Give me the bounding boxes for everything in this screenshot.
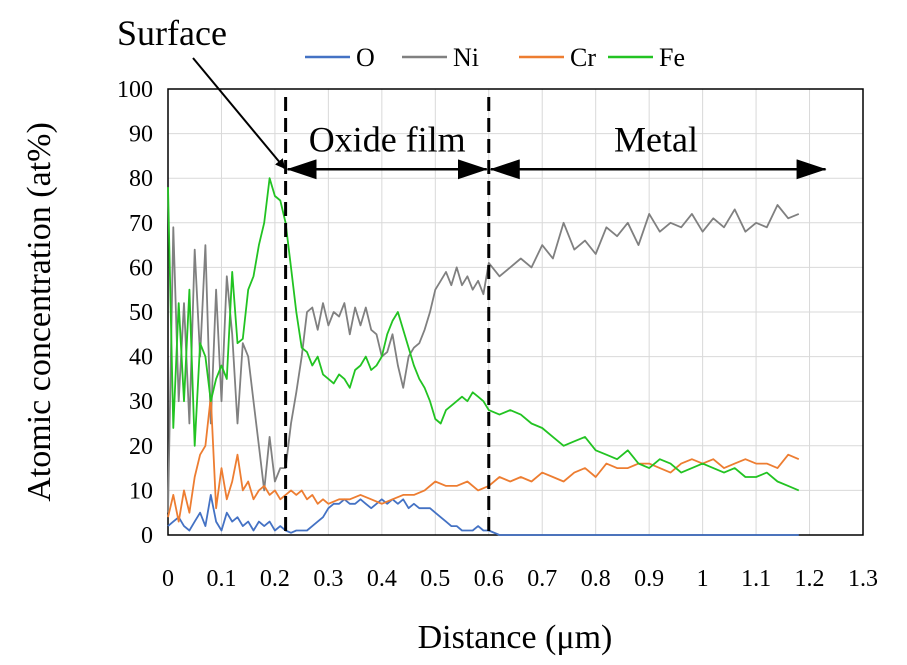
x-tick-label: 0.7 [527,566,557,592]
series-layer [167,177,800,536]
x-tick-label: 0.3 [313,566,343,592]
series-line-fe [167,177,800,492]
y-tick-label: 90 [129,122,153,148]
y-tick-label: 20 [129,434,153,460]
x-tick-label: 1.3 [848,566,878,592]
x-tick-label: 0.8 [581,566,611,592]
x-tick-label: 0.2 [260,566,290,592]
x-tick-label: 0.6 [474,566,504,592]
y-tick-label: 30 [129,389,153,415]
annotations: Oxide film Metal Surface [117,13,827,535]
x-tick-label: 1 [697,566,709,592]
surface-pointer-arrow [192,57,286,170]
x-tick-label: 0.9 [634,566,664,592]
y-tick-label: 70 [129,211,153,237]
x-tick-label: 1.1 [741,566,771,592]
y-tick-label: 0 [141,523,153,549]
x-tick-label: 1.2 [795,566,825,592]
x-tick-label: 0.5 [420,566,450,592]
series-line-ni [167,204,800,513]
legend-label-cr: Cr [570,43,596,72]
y-tick-label: 40 [129,345,153,371]
x-tick-label: 0.1 [206,566,236,592]
metal-label: Metal [614,119,698,159]
oxide-film-label: Oxide film [309,119,466,159]
y-tick-label: 60 [129,255,153,281]
y-tick-label: 80 [129,166,153,192]
y-axis-title: Atomic concentration (at%) [21,122,58,502]
x-tick-label: 0.4 [367,566,397,592]
series-line-cr [167,395,800,523]
x-tick-label: 0 [162,566,174,592]
legend: O Ni Cr Fe [305,43,685,72]
y-tick-label: 10 [129,478,153,504]
y-tick-label: 50 [129,300,153,326]
legend-label-o: O [356,43,375,72]
legend-label-ni: Ni [453,43,479,72]
tick-labels: 0 0.1 0.2 0.3 0.4 0.5 0.6 0.7 0.8 0.9 1 1.1 1.2 1.3 0 1… [117,77,878,592]
grid-lines [167,88,864,536]
legend-label-fe: Fe [659,43,685,72]
y-tick-label: 100 [117,77,153,103]
series-line-o [167,493,799,536]
x-axis-title: Distance (μm) [418,619,613,656]
surface-label: Surface [117,13,227,53]
